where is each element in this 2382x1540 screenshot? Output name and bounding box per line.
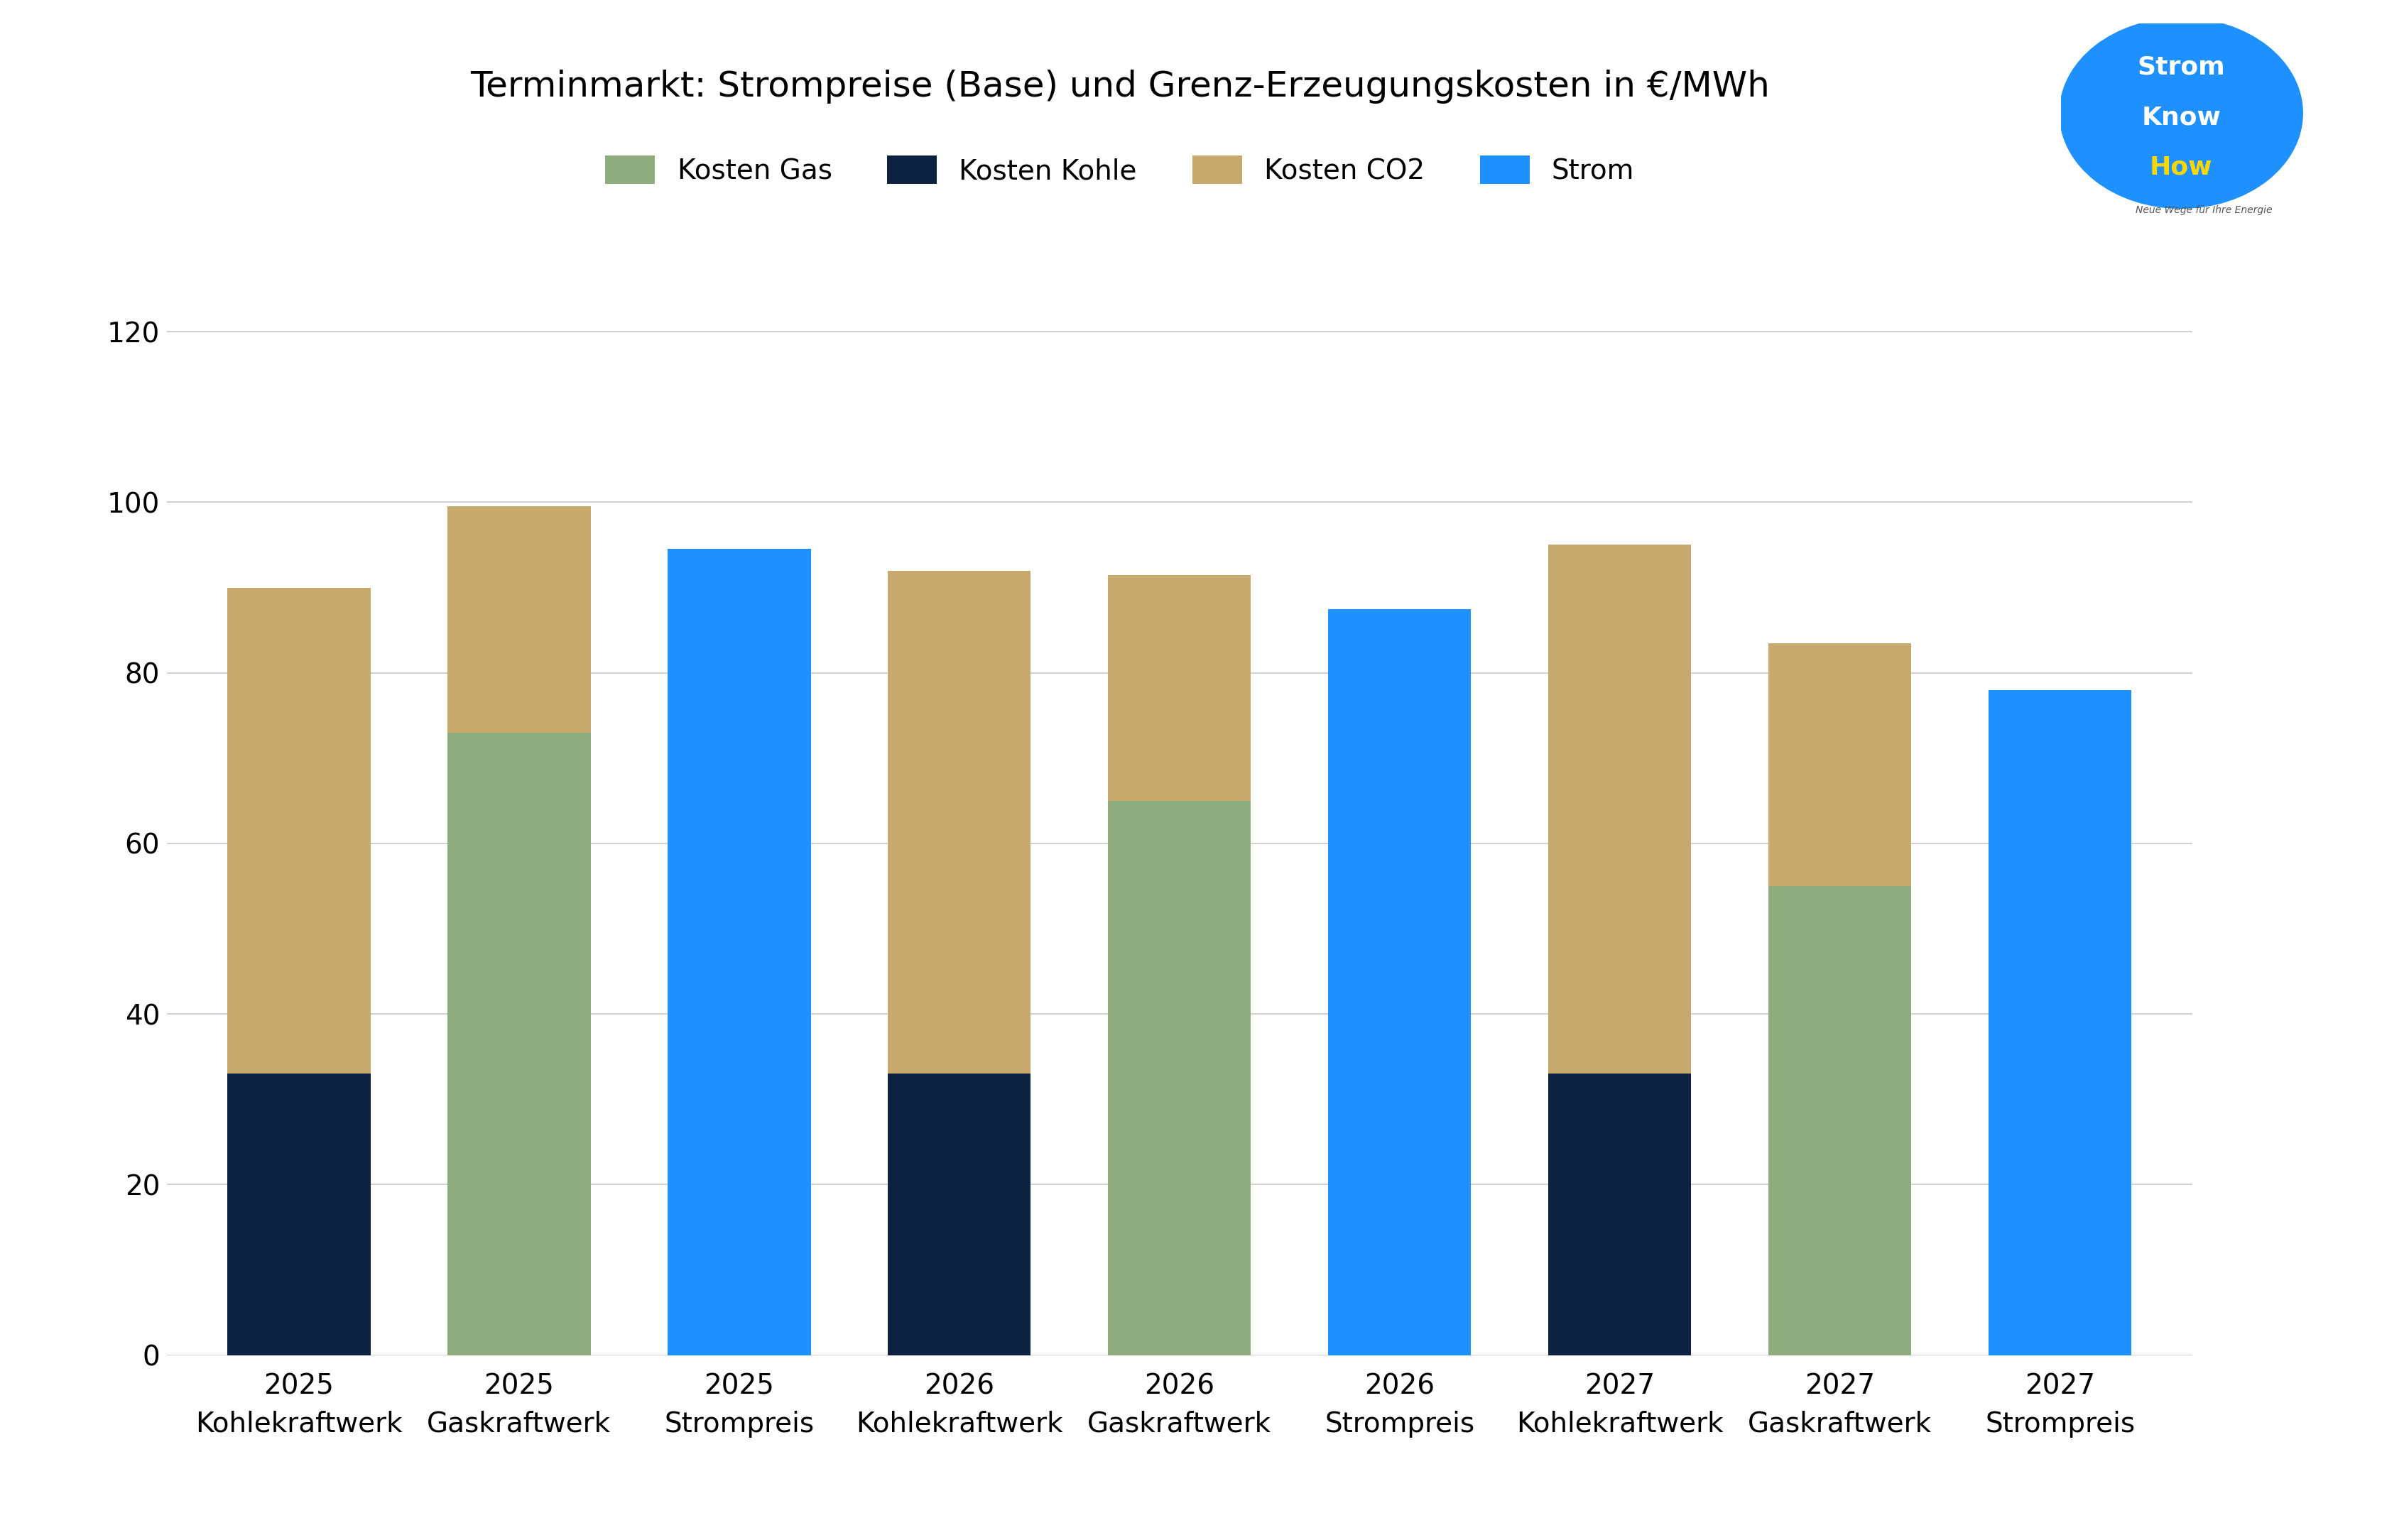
Bar — [1767, 886, 1910, 1355]
Text: Strom: Strom — [2137, 55, 2225, 79]
Bar — [1108, 801, 1251, 1355]
Bar — [1108, 574, 1251, 801]
Text: Terminmarkt: Strompreise (Base) und Grenz-Erzeugungskosten in €/MWh: Terminmarkt: Strompreise (Base) und Gren… — [469, 69, 1770, 103]
Bar — [888, 570, 1031, 1073]
Ellipse shape — [2058, 18, 2301, 208]
Bar — [448, 733, 591, 1355]
Bar — [226, 1073, 369, 1355]
Bar — [1989, 690, 2132, 1355]
Bar — [1327, 608, 1470, 1355]
Bar — [448, 507, 591, 733]
Text: Know: Know — [2141, 105, 2220, 129]
Bar — [1767, 644, 1910, 886]
Text: Neue Wege für Ihre Energie: Neue Wege für Ihre Energie — [2134, 205, 2272, 216]
Legend: Kosten Gas, Kosten Kohle, Kosten CO2, Strom: Kosten Gas, Kosten Kohle, Kosten CO2, St… — [593, 145, 1646, 196]
Bar — [888, 1073, 1031, 1355]
Bar — [667, 550, 810, 1355]
Bar — [1548, 545, 1691, 1073]
Text: How: How — [2149, 156, 2213, 179]
Bar — [1548, 1073, 1691, 1355]
Bar — [226, 588, 369, 1073]
